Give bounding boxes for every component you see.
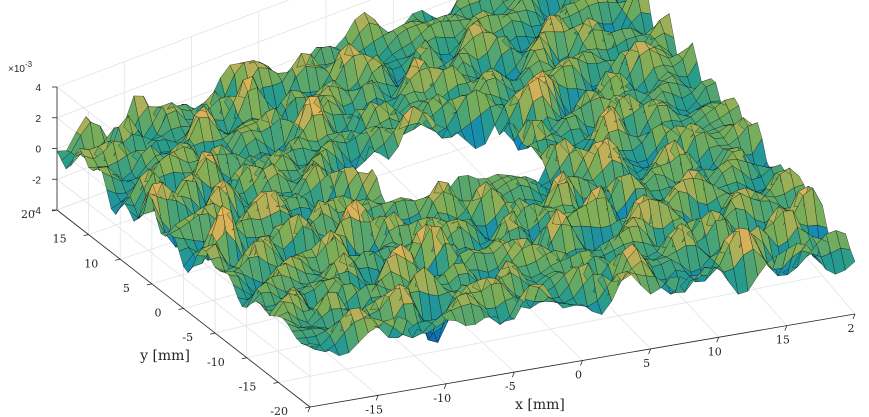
y-tick-label: 0 [155, 307, 162, 320]
x-tick-mark [307, 406, 311, 413]
x-axis-label: x [mm] [515, 397, 565, 413]
x-tick-mark [375, 395, 379, 401]
z-tick-label: -2 [32, 175, 41, 186]
y-axis-label: y [mm] [139, 348, 190, 364]
y-tick-mark [83, 234, 89, 237]
y-axis-ticks: -20 -15 -10 -5 0 5 10 15 20 [21, 208, 311, 417]
z-multiplier-exponent: -3 [25, 60, 33, 69]
x-tick-mark [852, 313, 856, 320]
x-tick-mark [784, 325, 788, 331]
z-tick-label: 4 [35, 83, 41, 94]
x-tick-label: 15 [776, 334, 790, 347]
y-tick-label: 5 [123, 282, 130, 295]
x-tick-label: 2 [848, 322, 855, 335]
y-tick-label: -15 [239, 380, 257, 393]
x-tick-mark [580, 360, 583, 366]
y-tick-mark [178, 308, 184, 310]
x-tick-label: 5 [643, 357, 650, 370]
x-tick-mark [648, 348, 651, 355]
x-tick-mark [512, 371, 515, 378]
z-multiplier-base: ×10 [8, 64, 25, 75]
y-tick-label: 15 [53, 233, 67, 246]
grid-line [56, 0, 372, 119]
y-tick-mark [210, 332, 216, 335]
y-tick-label: 10 [84, 257, 98, 270]
x-tick-label: -15 [365, 403, 383, 416]
surface-mesh [56, 0, 856, 357]
y-tick-label: -20 [270, 405, 288, 417]
x-tick-mark [443, 383, 447, 389]
y-tick-mark [115, 258, 121, 261]
y-tick-mark [304, 406, 311, 409]
surface-patch [840, 247, 856, 271]
surface-patch [557, 0, 566, 12]
x-axis-ticks: -20 -15 -10 -5 0 5 10 15 2 [297, 313, 856, 417]
x-tick-label: 10 [708, 345, 722, 358]
z-tick-label: -4 [32, 206, 41, 217]
z-tick-label: 2 [35, 114, 41, 125]
z-axis-ticks: -4 -2 0 2 4 [32, 83, 57, 217]
y-tick-label: -10 [207, 356, 225, 369]
y-tick-mark [241, 357, 247, 360]
x-tick-label: -20 [297, 415, 315, 417]
surface-patch [564, 0, 576, 15]
y-tick-label: 20 [21, 208, 35, 221]
y-tick-mark [273, 381, 279, 384]
x-tick-label: 0 [575, 369, 582, 382]
y-tick-label: -5 [182, 331, 193, 344]
y-tick-mark [146, 283, 152, 286]
z-axis-multiplier: ×10-3 [8, 60, 33, 75]
grid-line [278, 275, 823, 383]
x-tick-mark [716, 337, 720, 343]
surface-patch [621, 0, 633, 16]
x-tick-label: -5 [505, 380, 516, 393]
grid-line [56, 178, 311, 377]
x-tick-label: -10 [433, 392, 451, 405]
z-tick-label: 0 [35, 145, 41, 156]
grid-line [56, 0, 290, 88]
